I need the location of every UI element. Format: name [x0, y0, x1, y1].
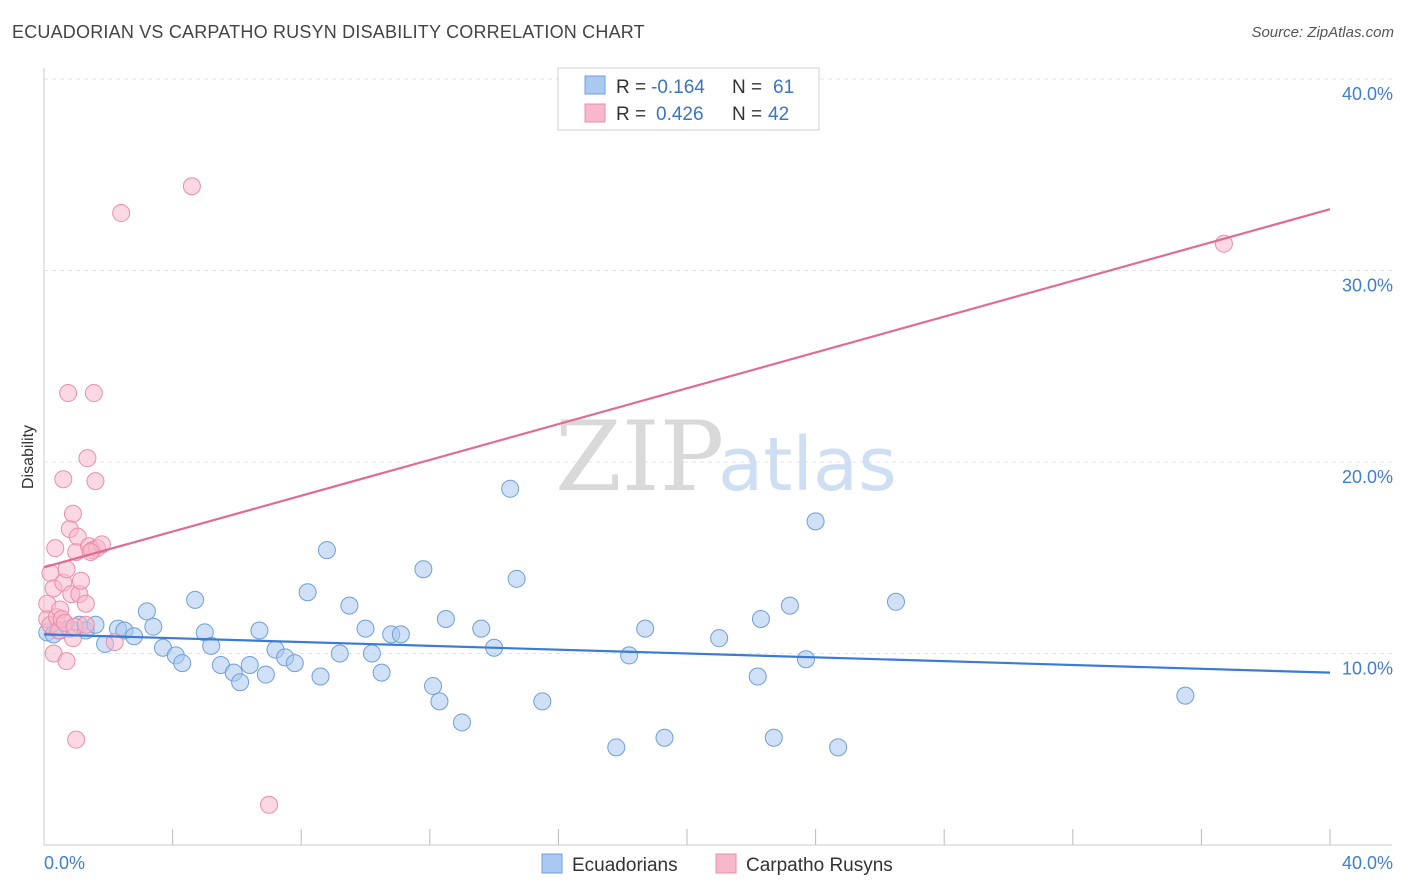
- point-ecuadorians: [710, 629, 729, 648]
- point-ecuadorians: [886, 592, 905, 611]
- point-ecuadorians: [1176, 686, 1195, 705]
- stat-r-label: R =: [616, 104, 646, 125]
- point-ecuadorians: [231, 673, 250, 692]
- point-ecuadorians: [356, 619, 375, 638]
- point-ecuadorians: [533, 692, 552, 711]
- watermark: ZIP atlas: [555, 401, 897, 513]
- point-ecuadorians: [330, 644, 349, 663]
- point-ecuadorians: [748, 667, 767, 686]
- point-ecuadorians: [436, 610, 455, 629]
- point-ecuadorians: [317, 541, 336, 560]
- trend-lines: [43, 208, 1331, 674]
- trend-line-carpatho-rusyns: [43, 208, 1331, 569]
- point-ecuadorians: [173, 654, 192, 673]
- point-ecuadorians: [144, 617, 163, 636]
- point-carpatho-rusyns: [76, 615, 95, 634]
- point-ecuadorians: [202, 636, 221, 655]
- stat-n-label: N =: [732, 77, 762, 98]
- y-tick-label: 20.0%: [1342, 467, 1393, 487]
- watermark-zip: ZIP: [555, 401, 724, 513]
- point-ecuadorians: [751, 610, 770, 629]
- point-ecuadorians: [620, 646, 639, 665]
- point-ecuadorians: [391, 625, 410, 644]
- point-ecuadorians: [340, 596, 359, 615]
- point-carpatho-rusyns: [260, 795, 279, 814]
- point-carpatho-rusyns: [59, 384, 78, 403]
- legend-label-ecuadorians: Ecuadorians: [572, 855, 678, 876]
- axes: [43, 68, 1392, 846]
- point-ecuadorians: [424, 677, 443, 696]
- point-ecuadorians: [298, 583, 317, 602]
- legend: Ecuadorians Carpatho Rusyns: [541, 853, 893, 876]
- stat-swatch-carpatho-rusyns: [584, 103, 606, 123]
- point-ecuadorians: [430, 692, 449, 711]
- point-carpatho-rusyns: [78, 449, 97, 468]
- point-carpatho-rusyns: [76, 594, 95, 613]
- point-ecuadorians: [372, 663, 391, 682]
- point-ecuadorians: [829, 738, 848, 757]
- stat-n-label: N =: [732, 104, 762, 125]
- point-carpatho-rusyns: [86, 472, 105, 491]
- point-ecuadorians: [137, 602, 156, 621]
- point-carpatho-rusyns: [112, 204, 131, 223]
- y-axis-label: Disability: [20, 425, 37, 489]
- x-tick-label-min: 0.0%: [44, 853, 85, 873]
- point-ecuadorians: [655, 728, 674, 747]
- point-ecuadorians: [507, 569, 526, 588]
- point-ecuadorians: [806, 512, 825, 531]
- stat-n-value: 61: [773, 77, 794, 98]
- point-carpatho-rusyns: [67, 730, 86, 749]
- y-tick-label: 10.0%: [1342, 659, 1393, 679]
- data-points: [38, 177, 1233, 814]
- point-carpatho-rusyns: [46, 539, 65, 558]
- point-carpatho-rusyns: [63, 504, 82, 523]
- stat-r-value: -0.164: [651, 77, 705, 98]
- point-carpatho-rusyns: [105, 633, 124, 652]
- point-ecuadorians: [780, 596, 799, 615]
- point-carpatho-rusyns: [182, 177, 201, 196]
- chart-title: ECUADORIAN VS CARPATHO RUSYN DISABILITY …: [12, 22, 645, 42]
- point-ecuadorians: [285, 654, 304, 673]
- point-carpatho-rusyns: [54, 470, 73, 489]
- x-axis-ticks: [172, 829, 1331, 845]
- grid: [44, 78, 1392, 654]
- point-ecuadorians: [501, 479, 520, 498]
- watermark-atlas: atlas: [718, 422, 897, 508]
- point-ecuadorians: [311, 667, 330, 686]
- legend-swatch-ecuadorians: [541, 853, 563, 874]
- point-ecuadorians: [250, 621, 269, 640]
- y-tick-label: 30.0%: [1342, 276, 1393, 296]
- stat-r-value: 0.426: [656, 104, 704, 125]
- point-carpatho-rusyns: [57, 652, 76, 671]
- source-credit: Source: ZipAtlas.com: [1251, 24, 1394, 41]
- y-axis-tick-labels: 10.0% 20.0% 30.0% 40.0%: [1342, 84, 1393, 679]
- y-tick-label: 40.0%: [1342, 84, 1393, 104]
- legend-label-carpatho-rusyns: Carpatho Rusyns: [746, 855, 893, 876]
- point-ecuadorians: [240, 655, 259, 674]
- stat-swatch-ecuadorians: [584, 75, 606, 95]
- point-ecuadorians: [607, 738, 626, 757]
- point-ecuadorians: [764, 728, 783, 747]
- stat-r-label: R =: [616, 77, 646, 98]
- point-ecuadorians: [414, 560, 433, 579]
- point-ecuadorians: [636, 619, 655, 638]
- legend-swatch-carpatho-rusyns: [715, 853, 737, 874]
- x-tick-label-max: 40.0%: [1342, 853, 1393, 873]
- trend-line-ecuadorians: [43, 633, 1331, 674]
- point-ecuadorians: [452, 713, 471, 732]
- stat-n-value: 42: [768, 104, 789, 125]
- point-carpatho-rusyns: [71, 571, 90, 590]
- point-ecuadorians: [186, 590, 205, 609]
- point-ecuadorians: [472, 619, 491, 638]
- stats-box: R = -0.164 N = 61 R = 0.426 N = 42: [557, 67, 820, 131]
- point-ecuadorians: [362, 644, 381, 663]
- point-ecuadorians: [256, 665, 275, 684]
- point-ecuadorians: [796, 650, 815, 669]
- point-carpatho-rusyns: [84, 384, 103, 403]
